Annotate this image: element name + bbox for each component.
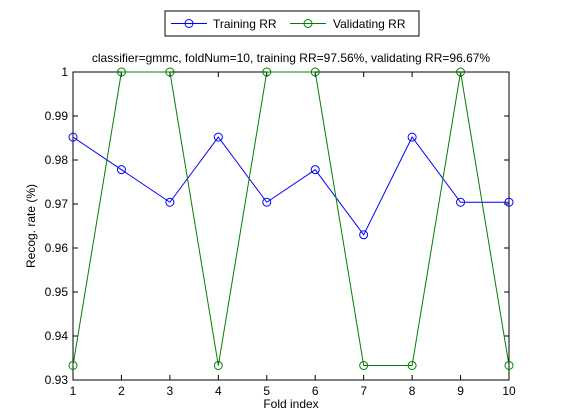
y-tick-label: 0.96 xyxy=(45,241,69,255)
x-tick-label: 1 xyxy=(70,384,77,398)
x-tick-label: 6 xyxy=(312,384,319,398)
x-tick-label: 8 xyxy=(409,384,416,398)
data-point-validating-rr xyxy=(116,67,126,77)
data-point-validating-rr xyxy=(407,360,417,370)
chart-title: classifier=gmmc, foldNum=10, training RR… xyxy=(92,51,491,65)
data-point-validating-rr xyxy=(68,360,78,370)
legend-marker-validating xyxy=(303,19,313,28)
y-tick-label: 1 xyxy=(61,65,68,79)
y-tick-label: 0.93 xyxy=(45,373,69,387)
x-tick-label: 9 xyxy=(457,384,464,398)
y-tick-label: 0.95 xyxy=(45,285,69,299)
data-point-training-rr xyxy=(165,197,175,207)
data-point-validating-rr xyxy=(359,360,369,370)
series-line-training-rr xyxy=(72,136,509,236)
axis-ticks xyxy=(72,71,510,381)
y-tick-label: 0.99 xyxy=(45,109,69,123)
legend-label-training: Training RR xyxy=(213,17,277,31)
data-point-training-rr xyxy=(262,197,272,207)
data-point-validating-rr xyxy=(456,67,466,77)
axis-tick-labels: 1 2 3 4 5 6 7 8 9 10 0.93 0.94 0.95 0.96 0.97 0.98 0.99 1 xyxy=(45,65,516,398)
data-point-training-rr xyxy=(68,132,78,142)
y-tick-label: 0.97 xyxy=(45,197,69,211)
data-point-training-rr xyxy=(213,132,223,142)
x-tick-label: 3 xyxy=(167,384,174,398)
x-tick-label: 10 xyxy=(502,384,516,398)
x-tick-label: 4 xyxy=(215,384,222,398)
data-point-validating-rr xyxy=(504,360,514,370)
y-tick-label: 0.94 xyxy=(45,329,69,343)
y-tick-label: 0.98 xyxy=(45,153,69,167)
series-line-validating-rr xyxy=(72,71,510,366)
data-point-validating-rr xyxy=(213,360,223,370)
series-layer xyxy=(68,67,514,370)
data-point-training-rr xyxy=(359,230,369,240)
data-point-training-rr xyxy=(310,165,320,175)
x-axis-title: Fold index xyxy=(263,397,318,411)
x-tick-label: 5 xyxy=(263,384,270,398)
data-point-validating-rr xyxy=(310,67,320,77)
legend-label-validating: Validating RR xyxy=(333,17,406,31)
legend: Training RR Validating RR xyxy=(164,10,420,37)
data-point-training-rr xyxy=(456,197,466,207)
data-point-training-rr xyxy=(407,132,417,142)
y-axis-title: Recog. rate (%) xyxy=(24,184,38,268)
data-point-validating-rr xyxy=(165,67,175,77)
data-point-validating-rr xyxy=(262,67,272,77)
plot-area xyxy=(72,71,510,381)
data-point-training-rr xyxy=(504,197,514,207)
x-tick-label: 7 xyxy=(360,384,367,398)
data-point-training-rr xyxy=(116,165,126,175)
x-tick-label: 2 xyxy=(118,384,125,398)
legend-marker-training xyxy=(184,19,194,28)
